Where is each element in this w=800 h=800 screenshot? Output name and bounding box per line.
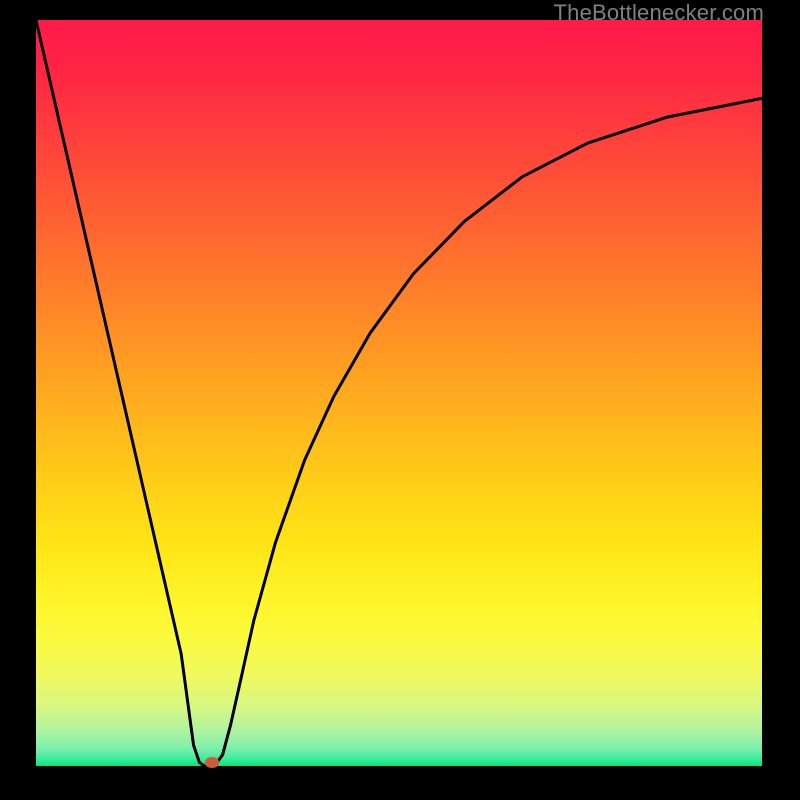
chart-frame: TheBottlenecker.com	[0, 0, 800, 800]
bottleneck-curve	[36, 20, 762, 766]
plot-area	[36, 20, 762, 766]
watermark-text: TheBottlenecker.com	[554, 0, 764, 26]
optimum-marker	[205, 757, 219, 768]
